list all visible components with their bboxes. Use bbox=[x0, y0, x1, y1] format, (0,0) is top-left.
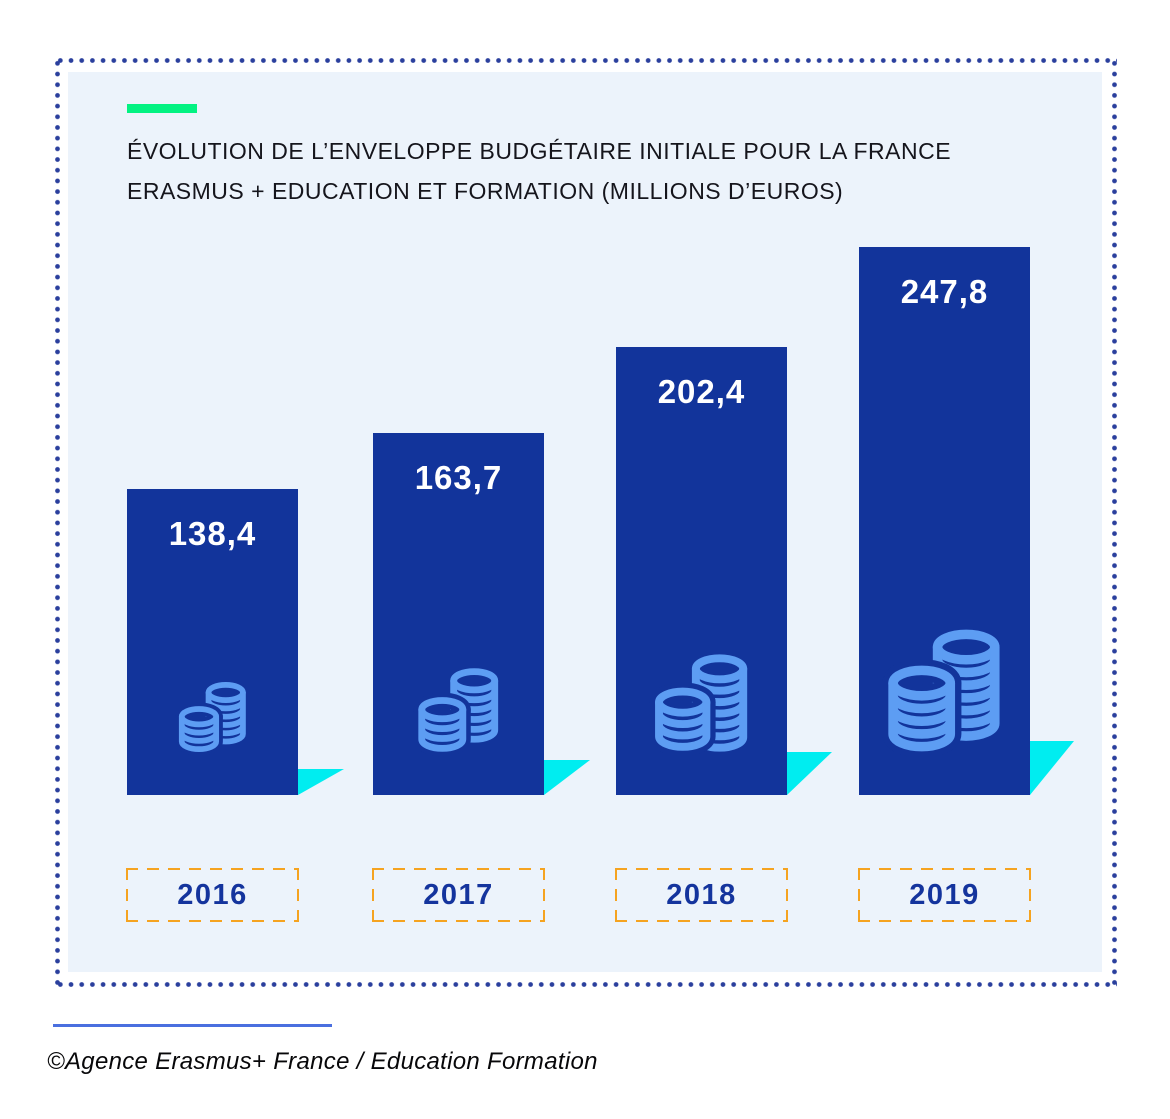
copyright-credit: ©Agence Erasmus+ France / Education Form… bbox=[47, 1048, 598, 1075]
dotted-border-left bbox=[55, 58, 60, 987]
dotted-border-top bbox=[55, 58, 1117, 63]
chart-panel bbox=[68, 72, 1102, 972]
dotted-frame bbox=[55, 58, 1117, 987]
dotted-border-bottom bbox=[55, 982, 1117, 987]
footer-divider bbox=[53, 1024, 332, 1027]
dotted-border-right bbox=[1112, 58, 1117, 987]
